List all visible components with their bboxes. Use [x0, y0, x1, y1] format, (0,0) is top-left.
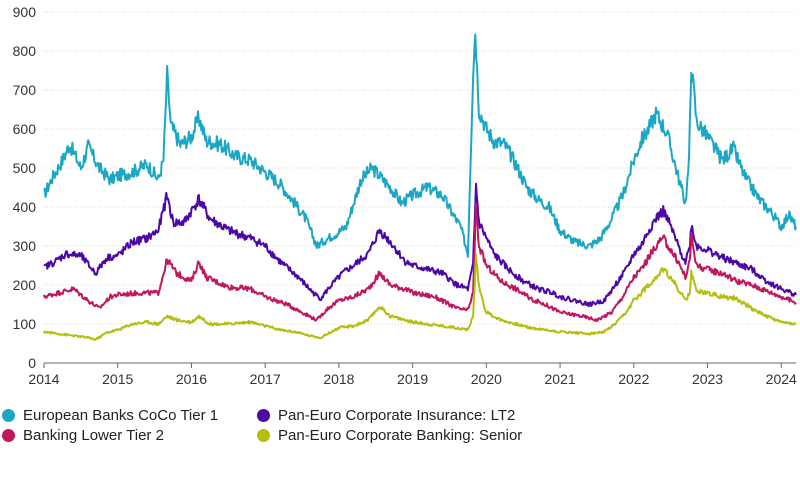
legend-item-insurance-lt2: Pan-Euro Corporate Insurance: LT2 — [257, 407, 515, 424]
legend-label-insurance-lt2: Pan-Euro Corporate Insurance: LT2 — [278, 407, 516, 424]
legend-label-coco-tier1: European Banks CoCo Tier 1 — [23, 407, 219, 424]
y-tick-label-200: 200 — [13, 277, 37, 293]
series-line-1 — [43, 202, 797, 322]
x-tick-label-2020: 2020 — [471, 371, 502, 387]
y-tick-label-600: 600 — [13, 121, 37, 137]
y-tick-label-300: 300 — [13, 238, 37, 254]
legend-dot-banking-senior — [257, 429, 270, 442]
x-tick-label-2017: 2017 — [250, 371, 281, 387]
legend-label-banking-senior: Pan-Euro Corporate Banking: Senior — [278, 427, 523, 444]
x-tick-label-2021: 2021 — [545, 371, 576, 387]
x-tick-label-2015: 2015 — [102, 371, 133, 387]
y-tick-label-0: 0 — [28, 355, 36, 371]
x-tick-label-2018: 2018 — [323, 371, 354, 387]
x-tick-label-2019: 2019 — [397, 371, 428, 387]
legend-item-lower-tier2: Banking Lower Tier 2 — [2, 427, 164, 444]
x-tick-label-2016: 2016 — [176, 371, 207, 387]
y-tick-label-700: 700 — [13, 82, 37, 98]
y-tick-label-400: 400 — [13, 199, 37, 215]
x-tick-label-2024: 2024 — [766, 371, 797, 387]
chart-area: 0 100 200 300 400 500 600 700 800 900 2014 2015 201… — [13, 4, 797, 387]
x-axis: 2014 2015 2016 2017 2018 2019 2020 2021 2022 2023… — [28, 362, 797, 387]
legend-dot-coco-tier1 — [2, 409, 15, 422]
gridlines — [44, 11, 796, 325]
legend-item-banking-senior: Pan-Euro Corporate Banking: Senior — [257, 427, 522, 444]
y-tick-label-500: 500 — [13, 160, 37, 176]
series-line-3 — [43, 253, 797, 341]
series-line-2 — [43, 182, 797, 308]
legend: European Banks CoCo Tier 1 Banking Lower… — [0, 392, 800, 486]
x-tick-label-2022: 2022 — [618, 371, 649, 387]
x-tick-label-2014: 2014 — [28, 371, 59, 387]
legend-label-lower-tier2: Banking Lower Tier 2 — [23, 427, 164, 444]
series-lines — [43, 33, 797, 341]
series-line-0 — [43, 33, 797, 258]
y-axis-ticks: 0 100 200 300 400 500 600 700 800 900 — [13, 4, 37, 371]
y-tick-label-100: 100 — [13, 316, 37, 332]
legend-dot-insurance-lt2 — [257, 409, 270, 422]
y-tick-label-900: 900 — [13, 4, 37, 20]
y-tick-label-800: 800 — [13, 43, 37, 59]
legend-dot-lower-tier2 — [2, 429, 15, 442]
legend-item-coco-tier1: European Banks CoCo Tier 1 — [2, 407, 218, 424]
x-tick-label-2023: 2023 — [692, 371, 723, 387]
